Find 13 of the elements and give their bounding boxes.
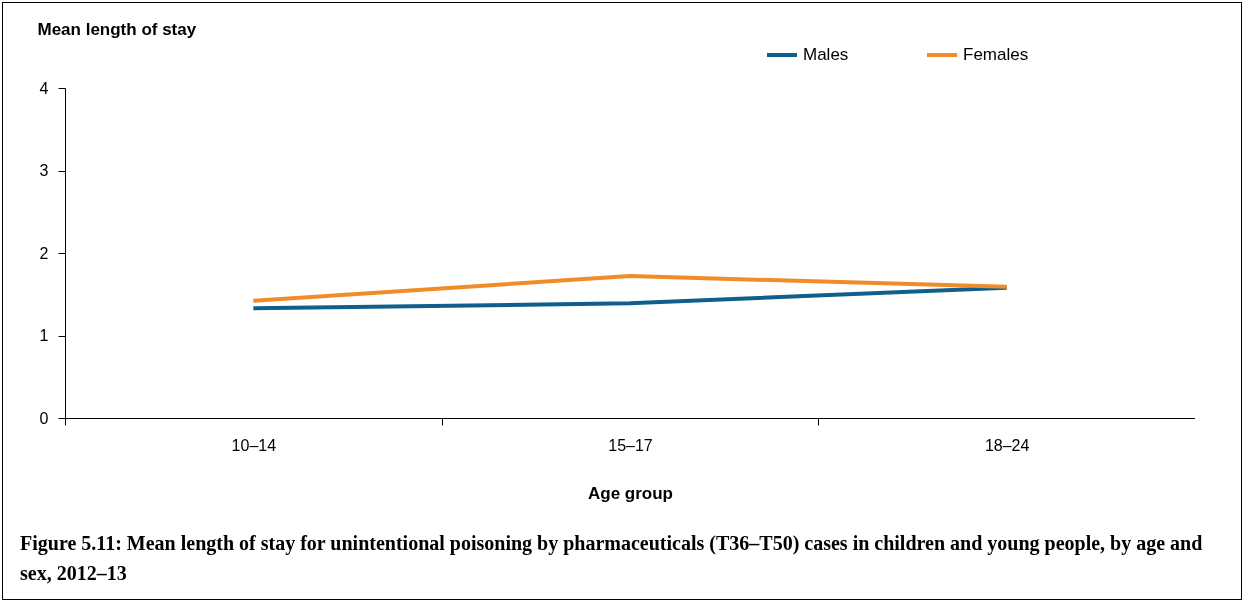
y-tick-label: 3 — [39, 162, 49, 179]
y-tick-label: 1 — [39, 327, 49, 344]
x-axis-title: Age group — [588, 483, 673, 503]
x-tick-label: 18–24 — [984, 436, 1030, 454]
y-axis-title: Mean length of stay — [37, 19, 197, 39]
x-tick-label: 15–17 — [608, 436, 653, 454]
y-tick-label: 2 — [39, 244, 49, 262]
y-tick-label: 0 — [39, 409, 49, 427]
x-tick-label: 10–14 — [231, 436, 277, 454]
legend-label: Males — [803, 45, 849, 64]
legend-label: Females — [963, 45, 1029, 64]
text: Figure 5.11: Mean length of stay for unintentional poisoning by pharmaceuticals (T36–T50) cases in children and young people, by age and sex, 2012–13 — [20, 531, 1204, 586]
y-tick-label: 4 — [39, 79, 49, 97]
